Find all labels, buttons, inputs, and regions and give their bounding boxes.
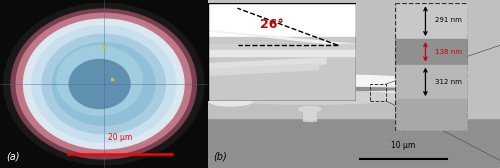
Text: 291 nm: 291 nm xyxy=(435,17,462,23)
Text: (a): (a) xyxy=(6,151,20,161)
Ellipse shape xyxy=(209,97,253,107)
Polygon shape xyxy=(208,31,356,44)
Text: 20 μm: 20 μm xyxy=(108,133,132,142)
Bar xyxy=(395,3,468,39)
Bar xyxy=(302,109,317,121)
Polygon shape xyxy=(208,50,356,56)
Ellipse shape xyxy=(198,74,422,87)
Ellipse shape xyxy=(42,34,166,134)
Bar xyxy=(208,118,500,168)
Bar xyxy=(395,65,468,99)
Ellipse shape xyxy=(56,45,143,116)
Polygon shape xyxy=(208,58,326,70)
Ellipse shape xyxy=(204,87,415,91)
Polygon shape xyxy=(208,44,356,50)
Ellipse shape xyxy=(3,3,204,165)
Ellipse shape xyxy=(193,74,427,101)
Ellipse shape xyxy=(302,120,317,122)
Text: 10 μm: 10 μm xyxy=(392,141,415,150)
Text: 312 nm: 312 nm xyxy=(435,79,462,85)
Ellipse shape xyxy=(16,13,192,155)
Bar xyxy=(395,99,468,131)
Text: (b): (b) xyxy=(214,151,227,161)
Ellipse shape xyxy=(23,18,184,150)
Text: 138 nm: 138 nm xyxy=(435,49,462,55)
Ellipse shape xyxy=(207,90,413,105)
Ellipse shape xyxy=(298,106,322,113)
Ellipse shape xyxy=(52,42,156,126)
Ellipse shape xyxy=(31,25,176,143)
Bar xyxy=(208,0,500,118)
Bar xyxy=(208,37,356,101)
Text: 26°: 26° xyxy=(260,18,283,31)
Ellipse shape xyxy=(10,8,197,160)
Ellipse shape xyxy=(68,59,130,109)
Bar xyxy=(395,39,468,65)
Bar xyxy=(370,84,386,101)
Polygon shape xyxy=(208,64,318,75)
